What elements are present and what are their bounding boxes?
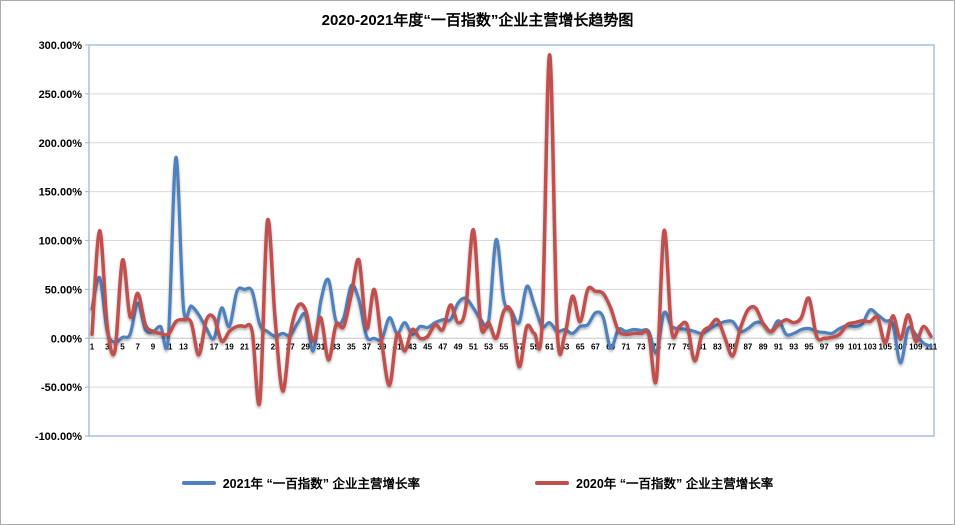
x-axis-label: 55 <box>499 342 508 351</box>
x-axis-label: 21 <box>240 342 249 351</box>
x-axis-label: 23 <box>255 342 264 351</box>
x-axis-label: 45 <box>423 342 432 351</box>
legend-item-2020: 2020年 “一百指数” 企业主营增长率 <box>535 473 773 492</box>
x-axis-label: 13 <box>179 342 188 351</box>
x-axis-label: 105 <box>879 342 893 351</box>
y-axis-label: 150.00% <box>39 187 83 199</box>
x-axis-label: 101 <box>848 342 862 351</box>
x-axis-label: 87 <box>743 342 752 351</box>
y-axis-label: -50.00% <box>41 382 82 394</box>
legend-item-2021: 2021年 “一百指数” 企业主营增长率 <box>181 473 420 492</box>
x-axis-label: 25 <box>271 342 280 351</box>
x-axis-label: 73 <box>637 342 646 351</box>
x-axis-label: 81 <box>698 342 707 351</box>
x-axis-label: 3 <box>105 342 110 351</box>
x-axis-label: 95 <box>805 342 814 351</box>
y-axis-label: -100.00% <box>35 431 82 443</box>
chart-title: 2020-2021年度“一百指数”企业主营增长趋势图 <box>321 12 634 29</box>
x-axis-label: 63 <box>560 342 569 351</box>
x-axis-label: 1 <box>90 342 95 351</box>
x-axis-label: 17 <box>210 342 219 351</box>
x-axis-label: 99 <box>835 342 844 351</box>
x-axis-label: 97 <box>820 342 829 351</box>
x-axis-label: 57 <box>515 342 524 351</box>
x-axis-label: 83 <box>713 342 722 351</box>
legend-line-2021-icon <box>181 480 216 485</box>
y-axis-label: 300.00% <box>39 40 83 52</box>
x-axis-label: 53 <box>484 342 493 351</box>
x-axis-label: 41 <box>393 342 402 351</box>
x-axis-label: 61 <box>545 342 554 351</box>
x-axis-label: 67 <box>591 342 600 351</box>
x-axis-label: 51 <box>469 342 478 351</box>
chart-legend: 2021年 “一百指数” 企业主营增长率 2020年 “一百指数” 企业主营增长… <box>1 473 954 492</box>
y-axis-label: 250.00% <box>39 89 83 101</box>
x-axis-label: 9 <box>151 342 156 351</box>
x-axis-label: 85 <box>728 342 737 351</box>
x-axis-label: 79 <box>682 342 691 351</box>
x-axis-label: 107 <box>894 342 908 351</box>
x-axis-label: 93 <box>789 342 798 351</box>
series-line-2021 <box>90 155 933 365</box>
x-axis-label: 65 <box>576 342 585 351</box>
x-axis-label: 71 <box>621 342 630 351</box>
x-axis-label: 31 <box>316 342 325 351</box>
x-axis-label: 77 <box>667 342 676 351</box>
x-axis-label: 59 <box>530 342 539 351</box>
x-axis-label: 7 <box>136 342 141 351</box>
x-axis-label: 47 <box>438 342 447 351</box>
y-axis-label: 100.00% <box>39 236 83 248</box>
legend-label-2020: 2020年 “一百指数” 企业主营增长率 <box>576 477 774 491</box>
x-axis-label: 103 <box>863 342 877 351</box>
x-axis-label: 43 <box>408 342 417 351</box>
x-axis-label: 5 <box>120 342 125 351</box>
x-axis-label: 15 <box>194 342 203 351</box>
x-axis-label: 109 <box>909 342 923 351</box>
x-axis-label: 27 <box>286 342 295 351</box>
trend-chart: 300.00%250.00%200.00%150.00%100.00%50.00… <box>35 40 938 443</box>
x-axis-label: 37 <box>362 342 371 351</box>
y-axis-label: 0.00% <box>51 333 82 345</box>
legend-label-2021: 2021年 “一百指数” 企业主营增长率 <box>222 477 420 491</box>
x-axis-label: 91 <box>774 342 783 351</box>
y-axis-label: 200.00% <box>39 138 83 150</box>
y-axis-label: 50.00% <box>45 284 83 296</box>
x-axis-label: 35 <box>347 342 356 351</box>
legend-line-2020-icon <box>535 480 569 485</box>
x-axis-label: 89 <box>759 342 768 351</box>
x-axis-label: 49 <box>454 342 463 351</box>
x-axis-label: 29 <box>301 342 310 351</box>
x-axis-label: 33 <box>332 342 341 351</box>
x-axis-label: 19 <box>225 342 234 351</box>
series-line-2020 <box>90 53 933 407</box>
